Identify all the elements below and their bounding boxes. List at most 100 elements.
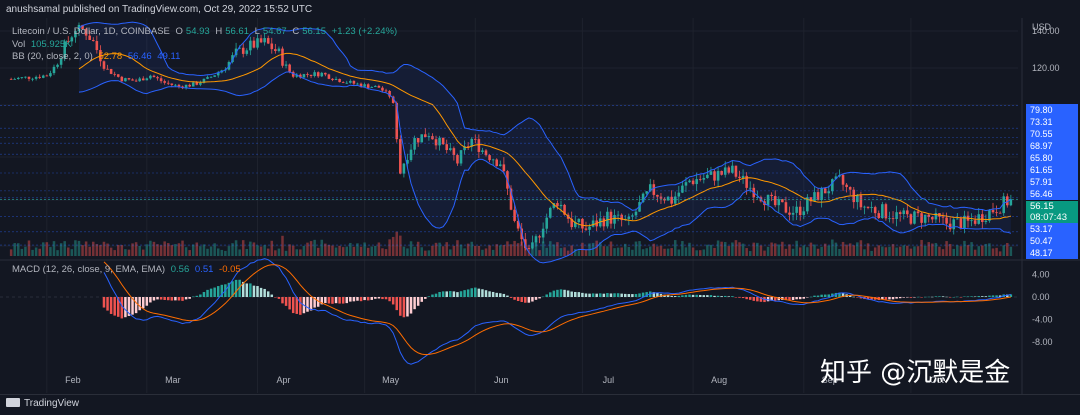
volume-bar — [431, 245, 434, 256]
volume-bar — [816, 248, 820, 256]
volume-bar — [63, 241, 66, 256]
macd-hist-bar — [852, 296, 856, 298]
volume-bar — [723, 242, 727, 256]
macd-hist-bar — [288, 297, 291, 310]
publisher-bar: anushsamal published on TradingView.com,… — [0, 0, 1080, 22]
macd-hist-bar — [916, 296, 920, 298]
candle-body — [127, 78, 131, 80]
volume-bar — [234, 240, 238, 256]
volume-bar — [42, 242, 45, 256]
volume-bar — [838, 249, 841, 256]
volume-bar — [34, 247, 38, 256]
candle-body — [338, 78, 341, 83]
macd-hist-bar — [402, 297, 406, 318]
volume-bar — [984, 243, 988, 256]
volume-bar — [334, 247, 338, 256]
volume-bar — [756, 242, 759, 256]
candle-body — [466, 146, 470, 148]
candle-body — [973, 220, 977, 224]
macd-hist-bar — [134, 297, 138, 314]
volume-bar — [856, 242, 859, 256]
volume-bar — [291, 245, 295, 256]
candle-body — [434, 139, 438, 146]
candle-body — [984, 220, 988, 222]
candle-body — [13, 79, 16, 80]
volume-bar — [434, 242, 438, 256]
macd-hist-bar — [113, 297, 116, 316]
macd-hist-bar — [316, 297, 320, 307]
candle-body — [884, 204, 888, 219]
candle-body — [277, 48, 281, 52]
volume-bar — [645, 248, 648, 256]
volume-bar — [241, 240, 245, 256]
macd-hist-bar — [256, 286, 259, 297]
candle-body — [573, 222, 577, 228]
volume-bar — [402, 246, 406, 256]
volume-bar — [691, 247, 695, 256]
candle-body — [877, 213, 881, 219]
bb-legend[interactable]: BB (20, close, 2, 0) 52.78 56.46 49.11 — [12, 51, 183, 62]
macd-hist-bar — [616, 293, 620, 297]
macd-hist-bar — [274, 297, 277, 298]
macd-hist-bar — [970, 296, 973, 297]
candle-body — [416, 138, 420, 143]
macd-hist-bar — [309, 297, 313, 311]
main-legend[interactable]: Litecoin / U.S. Dollar, 1D, COINBASE O 54… — [12, 26, 400, 37]
macd-hist-bar — [334, 297, 338, 304]
volume-bar — [881, 246, 884, 256]
volume-bar — [459, 244, 463, 256]
macd-hist-bar — [859, 297, 863, 299]
volume-bar — [195, 242, 199, 256]
volume-bar — [413, 246, 416, 256]
candle-body — [695, 179, 698, 185]
volume-legend[interactable]: Vol 105.925K — [12, 39, 75, 50]
macd-label: MACD (12, 26, close, 9, EMA, EMA) — [12, 264, 166, 275]
candle-body — [252, 40, 256, 48]
candle-body — [259, 38, 263, 43]
macd-hist-bar — [773, 297, 777, 301]
macd-hist-bar — [941, 296, 945, 297]
volume-bar — [791, 248, 795, 256]
macd-hist-bar — [973, 296, 977, 298]
volume-bar — [270, 240, 274, 256]
candle-body — [245, 50, 249, 54]
volume-bar — [324, 243, 327, 256]
candle-body — [149, 75, 152, 79]
macd-hist-bar — [609, 293, 613, 297]
macd-legend[interactable]: MACD (12, 26, close, 9, EMA, EMA) 0.56 0… — [12, 264, 244, 275]
macd-hist-bar — [638, 293, 641, 297]
bollinger-band-fill — [79, 22, 1011, 263]
volume-bar — [731, 242, 734, 256]
macd-hist-bar — [734, 297, 738, 298]
volume-bar — [516, 243, 520, 256]
level-price-tag: 53.17 — [1026, 223, 1078, 235]
macd-hist-bar — [716, 295, 720, 297]
macd-hist-bar — [249, 283, 252, 297]
time-tick: May — [382, 375, 400, 385]
macd-hist-bar — [791, 297, 795, 301]
volume-bar — [463, 248, 466, 256]
macd-hist-bar — [720, 296, 723, 297]
volume-bar — [134, 242, 138, 256]
candle-body — [399, 139, 402, 174]
volume-bar — [920, 239, 923, 256]
macd-hist-bar — [438, 291, 441, 297]
volume-bar — [609, 241, 613, 256]
volume-bar — [706, 244, 709, 256]
volume-bar — [877, 245, 881, 256]
macd-hist-bar — [320, 297, 324, 305]
volume-bar — [534, 240, 538, 256]
macd-hist-bar — [159, 297, 163, 300]
candle-body — [188, 84, 191, 87]
volume-bar — [216, 248, 220, 256]
macd-hist-bar — [966, 296, 970, 297]
macd-hist-bar — [577, 292, 581, 297]
candle-body — [463, 146, 466, 151]
tradingview-logo[interactable]: TradingView — [6, 398, 79, 409]
candle-body — [620, 214, 623, 221]
volume-bar — [170, 245, 174, 256]
candle-body — [324, 72, 327, 75]
candle-body — [698, 179, 702, 180]
level-price-tag: 68.97 — [1026, 140, 1078, 152]
